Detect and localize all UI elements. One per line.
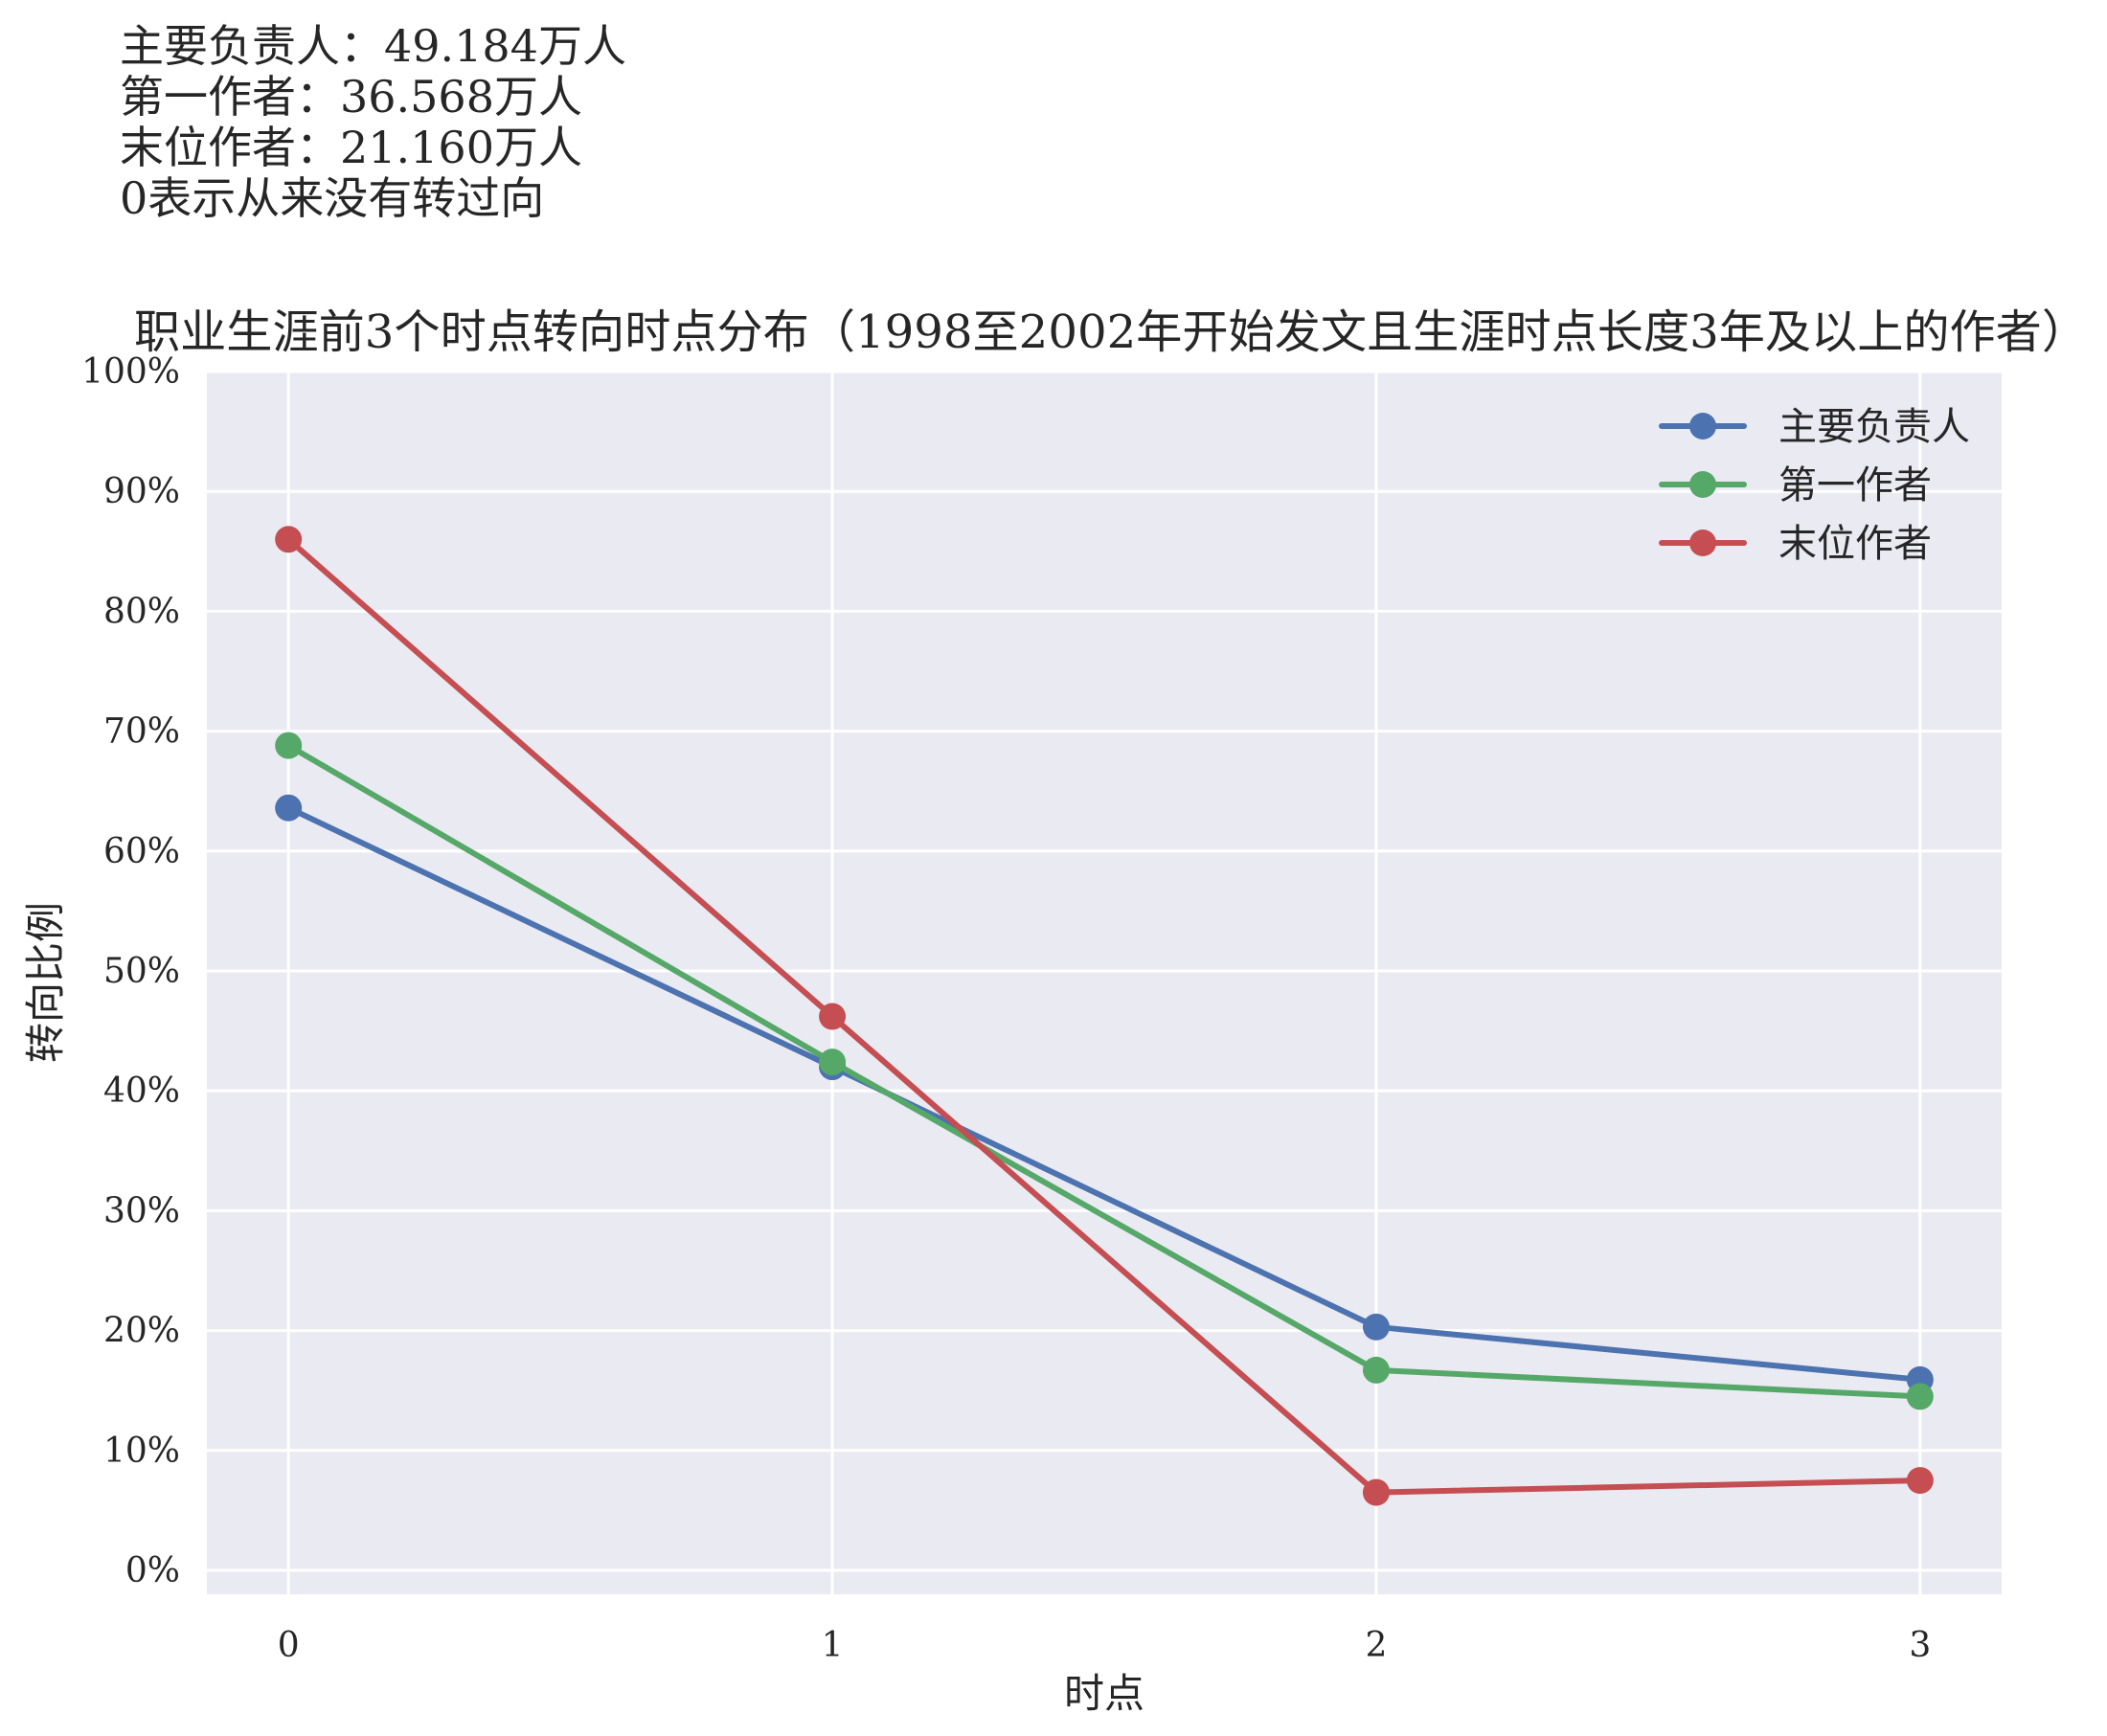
x-tick-label: 1 [822, 1626, 844, 1665]
header-notes: 主要负责人：49.184万人 第一作者：36.568万人 末位作者：21.160… [120, 20, 626, 224]
series-line [285, 536, 1923, 1496]
y-axis-label: 转向比例 [22, 902, 69, 1063]
legend-marker [1689, 413, 1716, 440]
y-tick-label: 80% [103, 592, 180, 631]
chart-title: 职业生涯前3个时点转向时点分布（1998至2002年开始发文且生涯时点长度3年及… [134, 305, 2088, 359]
y-axis-ticks: 0% 10% 20% 30% 40% 50% 60% 70% 80% 90% 100% [81, 352, 180, 1590]
plot-area [207, 372, 2002, 1594]
series-line [285, 804, 1923, 1383]
y-tick-label: 30% [103, 1191, 180, 1230]
y-tick-label: 20% [103, 1312, 180, 1351]
legend-label: 第一作者 [1778, 463, 1932, 507]
legend-marker [1689, 471, 1716, 498]
y-tick-label: 10% [103, 1432, 180, 1471]
data-point [1362, 1356, 1390, 1384]
legend-item: 末位作者 [1659, 522, 1932, 566]
data-point [1906, 1467, 1934, 1495]
x-tick-label: 2 [1365, 1626, 1387, 1665]
y-tick-label: 100% [81, 352, 180, 392]
series-1 [275, 732, 1934, 1410]
data-point [1906, 1383, 1934, 1410]
series-2 [275, 526, 1934, 1506]
legend-item: 主要负责人 [1659, 405, 1970, 449]
note-line-4: 0表示从来没有转过向 [120, 172, 544, 224]
data-point [275, 526, 303, 553]
data-point [275, 794, 303, 822]
legend-marker [1689, 530, 1716, 556]
y-tick-label: 90% [103, 472, 180, 511]
y-tick-label: 70% [103, 712, 180, 752]
x-tick-label: 0 [278, 1626, 300, 1665]
series-line [285, 742, 1923, 1400]
y-tick-label: 40% [103, 1071, 180, 1111]
y-tick-label: 0% [125, 1551, 180, 1590]
note-line-3: 末位作者：21.160万人 [120, 122, 582, 173]
data-point [1362, 1478, 1390, 1506]
note-line-2: 第一作者：36.568万人 [120, 71, 582, 123]
x-axis-label: 时点 [1064, 1670, 1144, 1717]
data-point [1362, 1313, 1390, 1341]
legend-label: 末位作者 [1778, 522, 1932, 566]
data-point [275, 732, 303, 759]
gridlines [207, 370, 2002, 1594]
legend-label: 主要负责人 [1778, 405, 1970, 449]
y-tick-label: 60% [103, 832, 180, 871]
x-tick-label: 3 [1909, 1626, 1931, 1665]
data-point [819, 1048, 847, 1076]
data-point [819, 1003, 847, 1030]
legend-item: 第一作者 [1659, 463, 1932, 507]
series-lines [275, 526, 1934, 1506]
note-line-1: 主要负责人：49.184万人 [120, 20, 626, 72]
x-axis-ticks: 0 1 2 3 [278, 1626, 1932, 1665]
y-tick-label: 50% [103, 952, 180, 991]
